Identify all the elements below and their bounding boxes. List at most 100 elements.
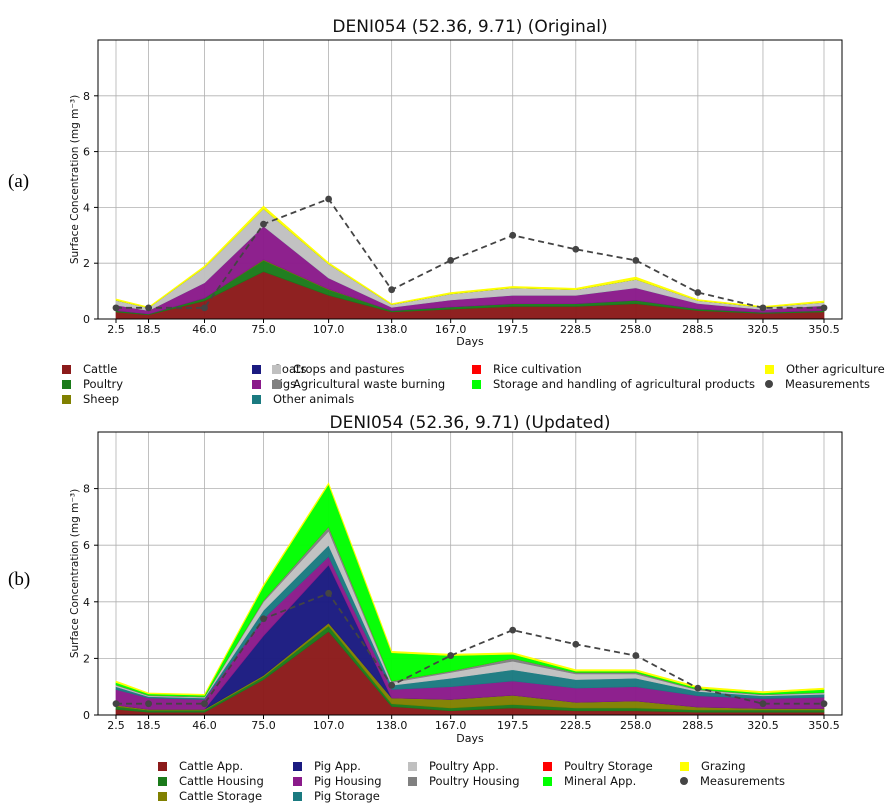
x-tick-label: 2.5	[107, 719, 125, 732]
panel-label-a: (a)	[8, 171, 30, 192]
measurement-point	[572, 245, 580, 253]
x-tick-label: 197.5	[497, 719, 529, 732]
legend-label: Mineral App.	[564, 774, 637, 788]
panel-label-b: (b)	[8, 569, 31, 590]
legend-swatch-icon	[272, 380, 281, 389]
x-tick-label: 46.0	[192, 323, 217, 336]
legend-panel-b: Cattle App. Cattle Housing Cattle Storage P…	[158, 759, 885, 803]
legend-item: Crops and pastures	[272, 362, 404, 376]
legend-label: Pig App.	[314, 759, 361, 773]
measurement-point	[632, 257, 640, 264]
chart-title: DENI054 (52.36, 9.71) (Original)	[332, 17, 607, 37]
measurement-point	[759, 700, 767, 708]
measurement-point	[201, 304, 208, 312]
y-tick-label: 2	[83, 257, 90, 270]
legend-item: Cattle	[62, 362, 117, 376]
legend-item: Pig Storage	[293, 789, 380, 803]
legend-swatch-icon	[472, 365, 481, 374]
legend-item: Cattle App.	[158, 759, 243, 773]
legend-swatch-icon	[293, 762, 302, 771]
legend-swatch-icon	[252, 380, 261, 389]
legend-swatch-icon	[252, 395, 261, 404]
measurement-point	[694, 684, 702, 692]
legend-swatch-icon	[62, 380, 71, 389]
x-tick-label: 75.0	[251, 323, 276, 336]
legend-label: Poultry App.	[429, 759, 499, 773]
legend-item: Pig Housing	[293, 774, 382, 788]
legend-label: Measurements	[785, 377, 870, 391]
legend-swatch-icon	[293, 792, 302, 801]
legend-swatch-icon	[680, 762, 689, 771]
legend-label: Sheep	[83, 392, 120, 406]
plot-frame	[97, 431, 843, 716]
legend-label: Pig Housing	[314, 774, 382, 788]
x-axis-label: Days	[456, 335, 484, 348]
x-tick-label: 167.0	[435, 323, 467, 336]
legend-item: Poultry App.	[408, 759, 499, 773]
legend-label: Goats	[273, 362, 307, 376]
x-tick-label: 320.5	[747, 323, 779, 336]
legend-item: Cattle Storage	[158, 789, 262, 803]
legend-label: Pig Storage	[314, 789, 380, 803]
measurement-point	[388, 286, 396, 294]
x-tick-label: 107.0	[313, 719, 345, 732]
legend-swatch-icon	[543, 777, 552, 786]
measurement-point	[388, 681, 396, 689]
measurement-point	[325, 195, 333, 203]
x-tick-label: 46.0	[192, 719, 217, 732]
y-axis-label: Surface Concentration (mg m⁻³)	[69, 95, 81, 264]
legend-swatch-icon	[272, 365, 281, 374]
x-tick-label: 350.5	[808, 719, 840, 732]
x-tick-label: 197.5	[497, 323, 529, 336]
legend-item: Grazing	[680, 759, 746, 773]
legend-swatch-icon	[472, 380, 481, 389]
legend-swatch-icon	[408, 777, 417, 786]
x-tick-label: 18.5	[136, 323, 161, 336]
legend-label: Poultry	[83, 377, 124, 391]
legend-label: Other animals	[273, 392, 355, 406]
measurement-point	[572, 640, 580, 648]
measurement-point	[260, 220, 267, 228]
legend-swatch-icon	[543, 762, 552, 771]
x-tick-label: 228.5	[560, 719, 592, 732]
legend-label: Cattle Housing	[179, 774, 264, 788]
chart-panel-0: 2.5 18.5 46.0 75.0 107.0 138.0 167.0 197.5 228.5…	[69, 17, 843, 348]
legend-label: Poultry Housing	[429, 774, 520, 788]
x-tick-label: 288.5	[682, 719, 714, 732]
x-tick-label: 288.5	[682, 323, 714, 336]
legend-label: Cattle	[83, 362, 118, 376]
legend-label: Measurements	[700, 774, 785, 788]
y-axis-label: Surface Concentration (mg m⁻³)	[69, 489, 81, 658]
measurement-point	[201, 700, 208, 708]
x-tick-label: 258.0	[620, 323, 652, 336]
measurement-point	[820, 304, 828, 312]
legend-label: Storage and handling of agricultural pro…	[493, 377, 755, 391]
measurement-point	[509, 626, 517, 634]
x-tick-label: 2.5	[107, 323, 125, 336]
x-tick-label: 138.0	[376, 719, 408, 732]
legend-label: Cattle Storage	[179, 789, 263, 803]
legend-marker-icon	[765, 380, 773, 388]
legend-item: Storage and handling of agricultural pro…	[472, 377, 755, 391]
legend-item: Other animals	[252, 392, 354, 406]
legend-item: Goats	[252, 362, 307, 376]
legend-swatch-icon	[62, 365, 71, 374]
y-tick-label: 6	[83, 539, 90, 552]
measurement-point	[632, 652, 640, 659]
measurement-point	[820, 700, 828, 708]
legend-item: Measurements	[765, 377, 870, 391]
legend-item: Poultry Storage	[543, 759, 653, 773]
x-tick-label: 228.5	[560, 323, 592, 336]
y-tick-label: 4	[83, 201, 90, 214]
legend-swatch-icon	[765, 365, 774, 374]
legend-label: Poultry Storage	[564, 759, 653, 773]
measurement-point	[112, 304, 120, 312]
x-tick-label: 138.0	[376, 323, 408, 336]
legend-swatch-icon	[158, 777, 167, 786]
legend-item: Other agriculture	[765, 362, 885, 376]
y-tick-label: 4	[83, 596, 90, 609]
x-tick-label: 75.0	[251, 719, 276, 732]
legend-item: Cattle Housing	[158, 774, 264, 788]
legend-swatch-icon	[252, 365, 261, 374]
